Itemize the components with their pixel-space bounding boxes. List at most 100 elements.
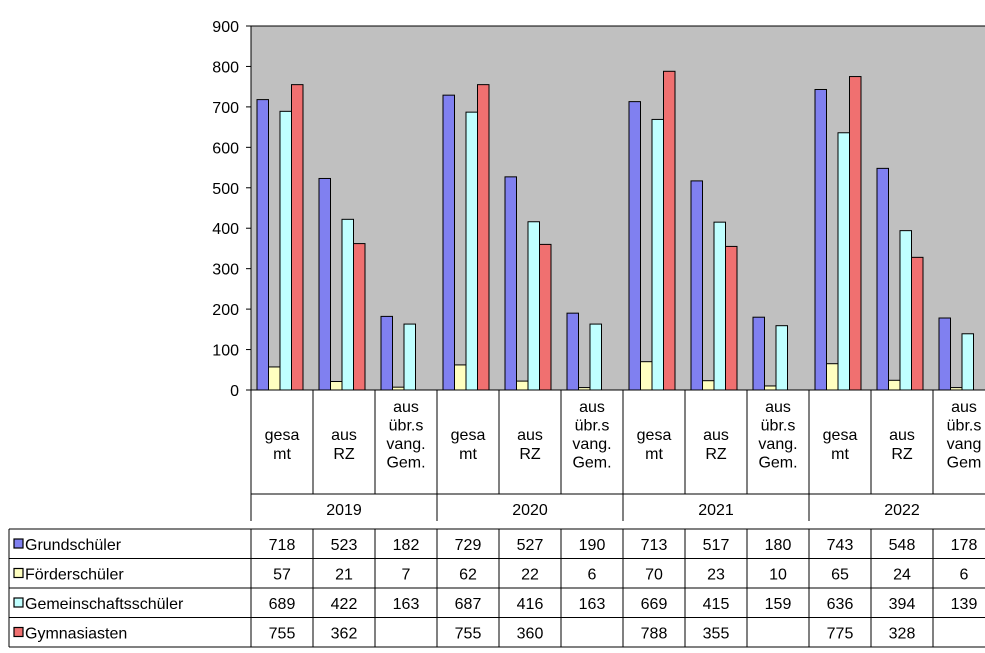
table-cell-value: 362: [331, 626, 358, 643]
table-cell-value: 360: [517, 626, 544, 643]
table-cell-value: 10: [769, 567, 787, 584]
bar: [318, 177, 331, 391]
table-cell-value: 6: [588, 567, 597, 584]
table-cell-value: 7: [402, 567, 411, 584]
table-cell-value: 139: [951, 596, 978, 613]
bar: [899, 230, 912, 391]
table-cell-value: 527: [517, 537, 544, 554]
table-cell-value: 163: [579, 596, 606, 613]
bar: [888, 379, 901, 391]
bar: [713, 221, 726, 391]
table-cell-value: 755: [455, 626, 482, 643]
category-label: gesa: [637, 427, 672, 444]
table-cell-value: 62: [459, 567, 477, 584]
bar: [477, 84, 490, 391]
bar: [938, 317, 951, 391]
bar: [256, 99, 269, 391]
year-label: 2022: [884, 502, 920, 519]
bar: [961, 333, 974, 391]
legend-swatch: [13, 597, 24, 608]
table-cell-value: 713: [641, 537, 668, 554]
table-cell-value: 743: [827, 537, 854, 554]
table-cell-value: 718: [269, 537, 296, 554]
category-label: RZ: [519, 446, 541, 463]
y-tick-label: 200: [212, 302, 239, 319]
table-cell-value: 687: [455, 596, 482, 613]
table-cell-value: 190: [579, 537, 606, 554]
table-cell-value: 669: [641, 596, 668, 613]
bar: [764, 385, 777, 391]
y-tick-label: 900: [212, 19, 239, 36]
table-cell-value: 788: [641, 626, 668, 643]
legend-swatch: [13, 626, 24, 638]
bar: [442, 94, 455, 391]
table-cell-value: 415: [703, 596, 730, 613]
category-label: Gem.: [386, 455, 425, 472]
y-tick-label: 400: [212, 221, 239, 238]
table-cell-value: 689: [269, 596, 296, 613]
category-label: übr.s: [761, 418, 796, 435]
table-cell-value: 523: [331, 537, 358, 554]
plot-area: [250, 25, 985, 391]
category-label: RZ: [333, 446, 355, 463]
category-label: aus: [889, 427, 915, 444]
category-label: Gem.: [758, 455, 797, 472]
bar: [849, 76, 862, 391]
category-label: übr.s: [947, 418, 982, 435]
bar: [837, 132, 850, 391]
bar: [589, 323, 602, 391]
category-label: vang.: [386, 436, 425, 453]
table-cell-value: 416: [517, 596, 544, 613]
category-label: aus: [579, 399, 605, 416]
year-label: 2021: [698, 502, 734, 519]
bar: [353, 243, 366, 391]
table-cell-value: 22: [521, 567, 539, 584]
table-cell-value: 517: [703, 537, 730, 554]
table-cell-value: 548: [889, 537, 916, 554]
bar: [279, 110, 292, 391]
bar: [663, 70, 676, 391]
category-label: aus: [765, 399, 791, 416]
legend-label: Gemeinschaftsschüler: [25, 596, 184, 613]
bar: [341, 218, 354, 391]
table-cell-value: 328: [889, 626, 916, 643]
bar: [814, 88, 827, 391]
table-cell-value: 755: [269, 626, 296, 643]
y-tick-label: 300: [212, 262, 239, 279]
legend-label: Gymnasiasten: [25, 626, 127, 643]
bar: [690, 180, 703, 391]
y-tick-label: 600: [212, 140, 239, 157]
category-label: übr.s: [575, 418, 610, 435]
y-tick-label: 700: [212, 100, 239, 117]
category-label: vang.: [758, 436, 797, 453]
table-cell-value: 70: [645, 567, 663, 584]
category-label: mt: [459, 446, 477, 463]
table-cell-value: 6: [960, 567, 969, 584]
bar: [752, 316, 765, 391]
bar: [725, 245, 738, 391]
table-cell-value: 180: [765, 537, 792, 554]
table-cell-value: 729: [455, 537, 482, 554]
bar: [527, 221, 540, 391]
category-label: vang.: [572, 436, 611, 453]
table-cell-value: 636: [827, 596, 854, 613]
category-label: vang: [947, 436, 982, 453]
bar: [380, 315, 393, 391]
bar: [392, 386, 405, 391]
table-cell-value: 355: [703, 626, 730, 643]
category-label: RZ: [891, 446, 913, 463]
bar: [640, 361, 653, 391]
category-label: mt: [831, 446, 849, 463]
bar: [950, 387, 963, 391]
category-label: mt: [645, 446, 663, 463]
category-label: gesa: [451, 427, 486, 444]
category-label: RZ: [705, 446, 727, 463]
table-cell-value: 24: [893, 567, 911, 584]
bar: [504, 176, 517, 391]
bar: [775, 325, 788, 391]
table-cell-value: 23: [707, 567, 725, 584]
table-cell-value: 422: [331, 596, 358, 613]
category-label: aus: [393, 399, 419, 416]
category-label: gesa: [265, 427, 300, 444]
